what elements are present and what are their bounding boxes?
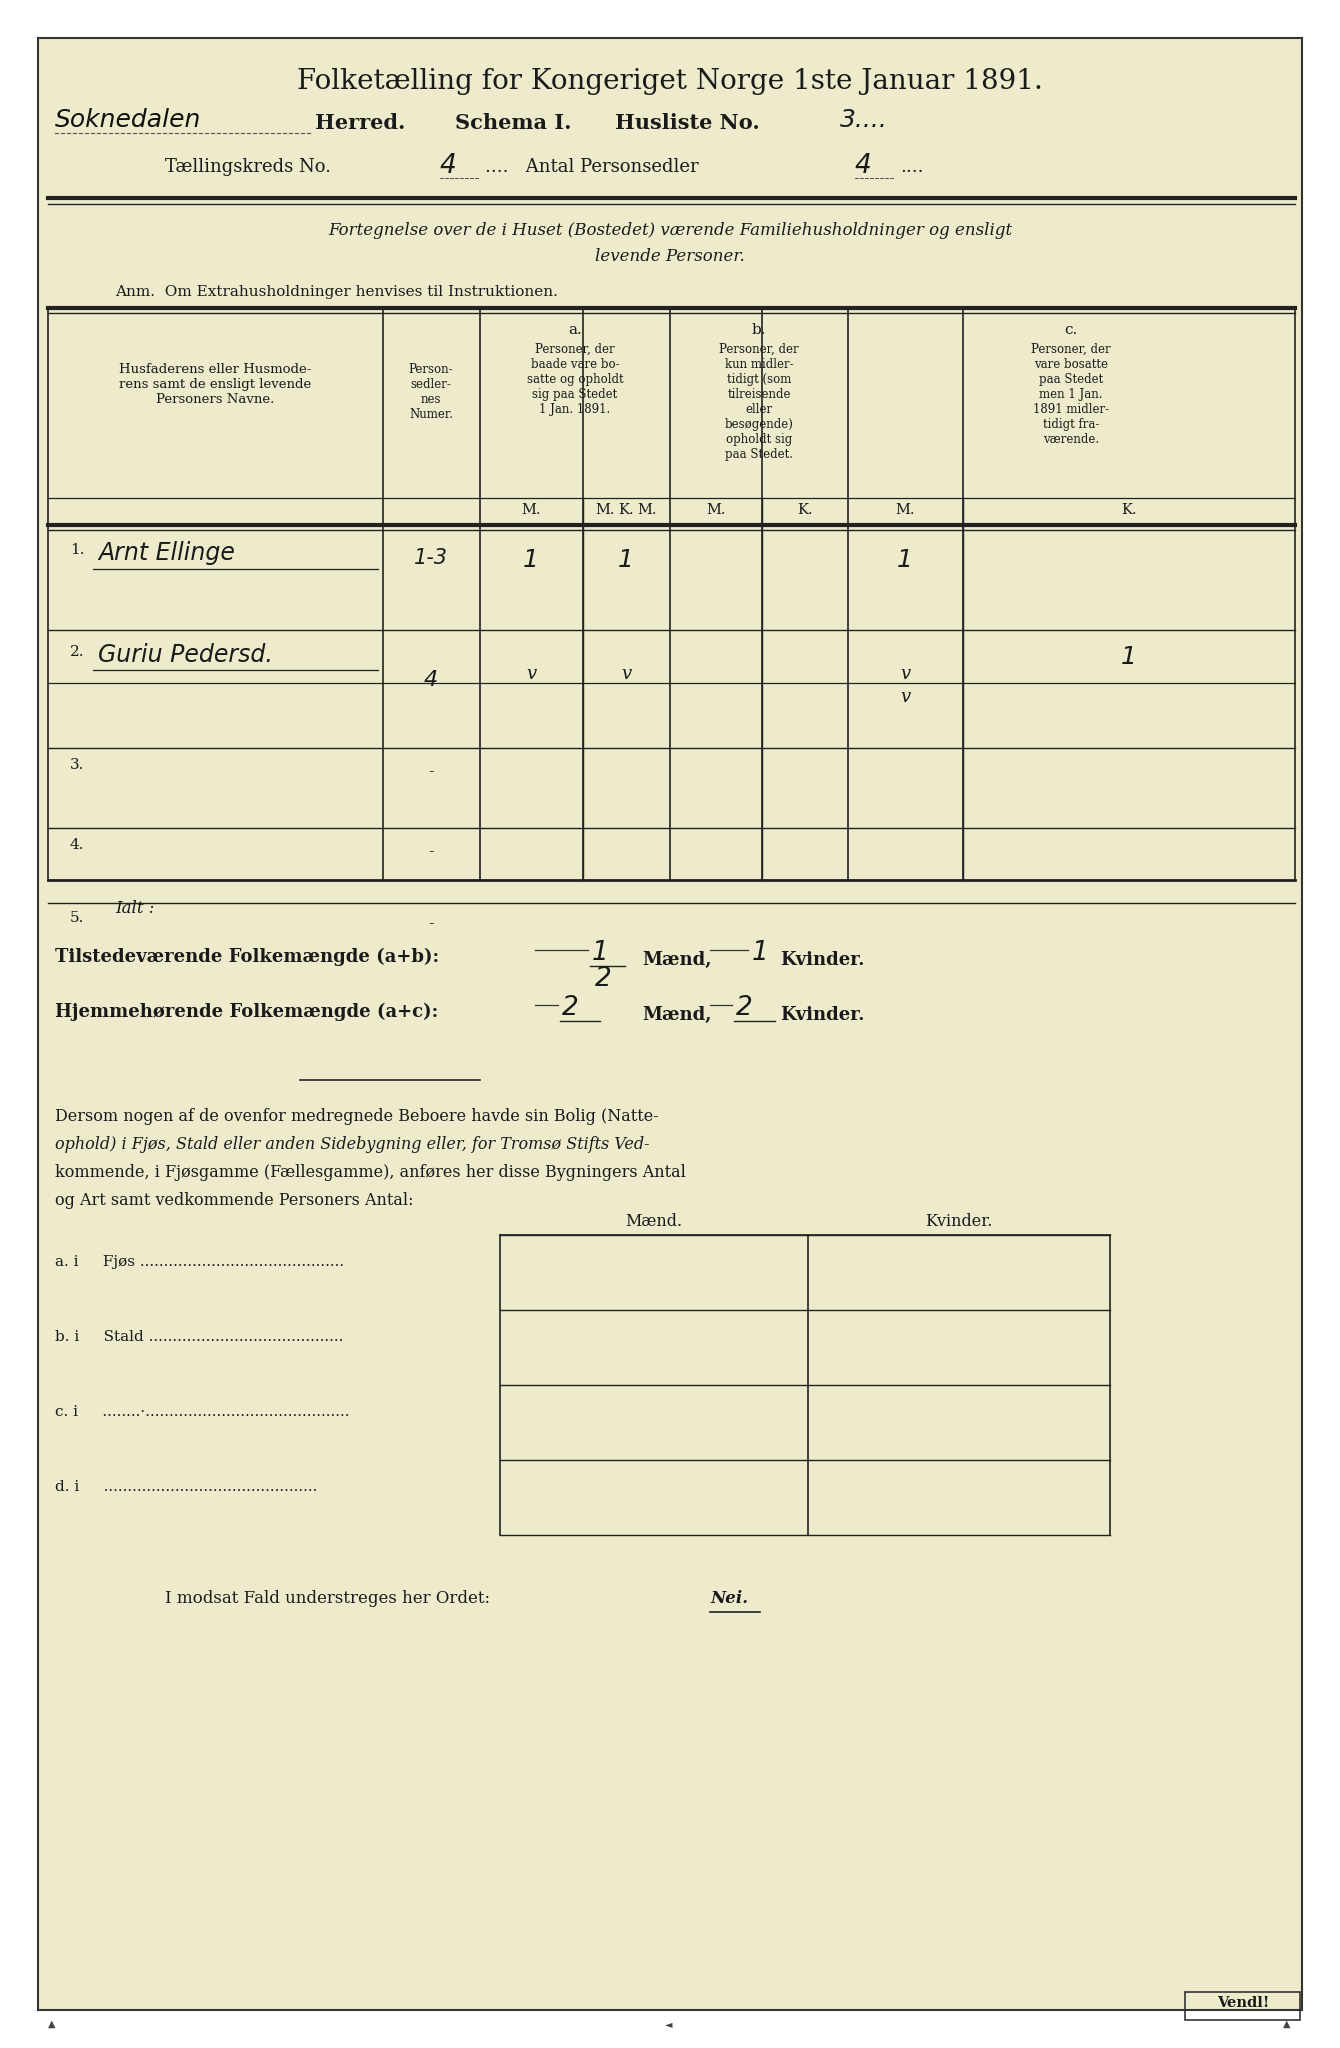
Text: c.: c.: [1064, 324, 1077, 338]
Text: M.: M.: [895, 504, 915, 516]
Text: c. i     ........·...........................................: c. i ........·..........................…: [55, 1405, 350, 1419]
Text: Schema I.: Schema I.: [456, 113, 571, 133]
Text: Tilstedeværende Folkemængde (a+b):: Tilstedeværende Folkemængde (a+b):: [55, 948, 440, 967]
Text: og Art samt vedkommende Personers Antal:: og Art samt vedkommende Personers Antal:: [55, 1192, 414, 1208]
Text: 2.: 2.: [70, 645, 84, 659]
Text: M.: M.: [638, 504, 657, 516]
Text: 4.: 4.: [70, 838, 84, 852]
Text: Mænd.: Mænd.: [626, 1212, 682, 1231]
Text: K.: K.: [618, 504, 634, 516]
Text: v: v: [620, 666, 631, 682]
Text: M.: M.: [521, 504, 541, 516]
Text: v: v: [900, 666, 910, 682]
Text: -: -: [429, 844, 434, 860]
Text: Dersom nogen af de ovenfor medregnede Beboere havde sin Bolig (Natte-: Dersom nogen af de ovenfor medregnede Be…: [55, 1108, 659, 1124]
Text: 1: 1: [752, 940, 769, 967]
Text: M.: M.: [706, 504, 726, 516]
Text: levende Personer.: levende Personer.: [595, 248, 745, 264]
Text: Mænd,: Mænd,: [642, 950, 712, 969]
Text: ▲: ▲: [48, 2019, 55, 2030]
Text: ....: ....: [900, 158, 923, 176]
Text: K.: K.: [1122, 504, 1136, 516]
Text: 1: 1: [618, 549, 634, 571]
Text: M.: M.: [595, 504, 615, 516]
Text: Mænd,: Mænd,: [642, 1006, 712, 1024]
Text: 1: 1: [896, 549, 913, 571]
Text: 3....: 3....: [840, 109, 888, 131]
Text: -: -: [429, 764, 434, 780]
Text: K.: K.: [797, 504, 813, 516]
Text: d. i     .............................................: d. i ...................................…: [55, 1481, 318, 1493]
Text: 2: 2: [561, 995, 579, 1022]
Text: kommende, i Fjøsgamme (Fællesgamme), anføres her disse Bygningers Antal: kommende, i Fjøsgamme (Fællesgamme), anf…: [55, 1163, 686, 1182]
Text: Kvinder.: Kvinder.: [780, 950, 864, 969]
Text: ▲: ▲: [1282, 2019, 1290, 2030]
Text: 1: 1: [1122, 645, 1136, 670]
Text: Personer, der
baade vare bo-
satte og opholdt
sig paa Stedet
1 Jan. 1891.: Personer, der baade vare bo- satte og op…: [527, 342, 623, 416]
Text: Folketælling for Kongeriget Norge 1ste Januar 1891.: Folketælling for Kongeriget Norge 1ste J…: [297, 68, 1043, 94]
Text: 2: 2: [736, 995, 753, 1022]
Text: Herred.: Herred.: [315, 113, 406, 133]
Text: Soknedalen: Soknedalen: [55, 109, 201, 131]
Text: Tællingskreds No.: Tællingskreds No.: [165, 158, 331, 176]
Text: Kvinder.: Kvinder.: [926, 1212, 993, 1231]
Text: Hjemmehørende Folkemængde (a+c):: Hjemmehørende Folkemængde (a+c):: [55, 1004, 438, 1022]
Text: 4: 4: [855, 154, 872, 178]
Text: ....   Antal Personsedler: .... Antal Personsedler: [485, 158, 698, 176]
Text: Guriu Pedersd.: Guriu Pedersd.: [98, 643, 273, 668]
Text: Husfaderens eller Husmode-
rens samt de ensligt levende
Personers Navne.: Husfaderens eller Husmode- rens samt de …: [119, 362, 311, 406]
Text: 5.: 5.: [70, 911, 84, 926]
Text: 1: 1: [523, 549, 539, 571]
Text: b.: b.: [752, 324, 766, 338]
Text: Anm.  Om Extrahusholdninger henvises til Instruktionen.: Anm. Om Extrahusholdninger henvises til …: [115, 285, 557, 299]
Text: Person-
sedler-
nes
Numer.: Person- sedler- nes Numer.: [409, 362, 453, 422]
Text: Personer, der
vare bosatte
paa Stedet
men 1 Jan.
1891 midler-
tidigt fra-
værend: Personer, der vare bosatte paa Stedet me…: [1032, 342, 1111, 446]
Text: Arnt Ellinge: Arnt Ellinge: [98, 541, 234, 565]
Text: ophold) i Fjøs, Stald eller anden Sidebygning eller, for Tromsø Stifts Ved-: ophold) i Fjøs, Stald eller anden Sideby…: [55, 1137, 650, 1153]
Text: Nei.: Nei.: [710, 1589, 748, 1608]
Text: v: v: [900, 688, 910, 707]
Text: Husliste No.: Husliste No.: [615, 113, 760, 133]
Text: a. i     Fjøs ...........................................: a. i Fjøs ..............................…: [55, 1255, 344, 1270]
Text: Kvinder.: Kvinder.: [780, 1006, 864, 1024]
Text: b. i     Stald .........................................: b. i Stald .............................…: [55, 1329, 343, 1343]
Text: a.: a.: [568, 324, 582, 338]
Text: Fortegnelse over de i Huset (Bostedet) værende Familiehusholdninger og ensligt: Fortegnelse over de i Huset (Bostedet) v…: [328, 221, 1012, 240]
Text: 2: 2: [595, 967, 612, 991]
Text: 1.: 1.: [70, 543, 84, 557]
Text: 4: 4: [423, 670, 438, 690]
Text: ◄: ◄: [665, 2019, 673, 2030]
Text: v: v: [525, 666, 536, 682]
Bar: [1185, 1993, 1300, 2019]
Text: 4: 4: [440, 154, 457, 178]
Text: Ialt :: Ialt :: [115, 899, 154, 918]
Text: I modsat Fald understreges her Ordet:: I modsat Fald understreges her Ordet:: [165, 1589, 490, 1608]
Text: Personer, der
kun midler-
tidigt (som
tilreisende
eller
besøgende)
opholdt sig
p: Personer, der kun midler- tidigt (som ti…: [720, 342, 799, 461]
Text: 1: 1: [592, 940, 608, 967]
Text: 1-3: 1-3: [414, 549, 448, 567]
Text: 3.: 3.: [70, 758, 84, 772]
Text: Vendl!: Vendl!: [1217, 1997, 1269, 2009]
Text: -: -: [429, 915, 434, 932]
